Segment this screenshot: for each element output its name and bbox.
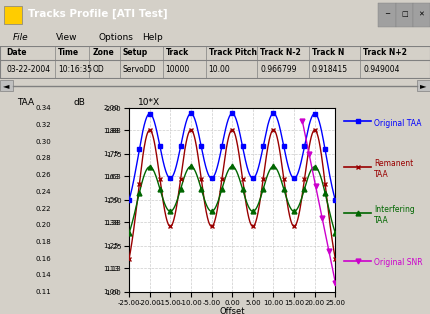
- Text: dB: dB: [73, 98, 85, 106]
- Text: 0.32: 0.32: [36, 122, 51, 128]
- Text: 1.13: 1.13: [103, 266, 119, 272]
- Text: TAA: TAA: [17, 98, 34, 106]
- X-axis label: Offset: Offset: [219, 307, 245, 314]
- Text: 0.16: 0.16: [35, 256, 51, 262]
- Text: Remanent
TAA: Remanent TAA: [374, 159, 413, 179]
- Bar: [4, 6, 22, 24]
- Text: ─: ─: [385, 11, 389, 17]
- Text: □: □: [401, 11, 408, 17]
- Text: Date: Date: [6, 48, 27, 57]
- Text: 03-22-2004: 03-22-2004: [6, 65, 51, 74]
- Bar: [396, 3, 413, 27]
- Text: Track N: Track N: [312, 48, 344, 57]
- Text: 0.24: 0.24: [36, 189, 51, 195]
- Text: 0.11: 0.11: [35, 289, 51, 295]
- Text: 0.18: 0.18: [35, 239, 51, 245]
- Bar: [378, 3, 396, 27]
- Text: 1.00: 1.00: [103, 289, 119, 295]
- Text: Options: Options: [99, 33, 134, 42]
- Text: 1.50: 1.50: [103, 197, 119, 203]
- Text: 0.30: 0.30: [35, 139, 51, 145]
- Text: 0.26: 0.26: [36, 172, 51, 178]
- Text: 2.00: 2.00: [103, 105, 119, 111]
- Bar: [0, 80, 13, 91]
- Text: 0.28: 0.28: [36, 155, 51, 161]
- Text: ◄: ◄: [3, 81, 10, 90]
- Text: Tracks Profile [ATI Test]: Tracks Profile [ATI Test]: [28, 9, 168, 19]
- Text: Interfering
TAA: Interfering TAA: [374, 205, 415, 225]
- Text: Track N+2: Track N+2: [363, 48, 407, 57]
- Text: Time: Time: [58, 48, 79, 57]
- Text: 10:16:35: 10:16:35: [58, 65, 92, 74]
- Text: ►: ►: [420, 81, 427, 90]
- Text: 1.25: 1.25: [103, 243, 119, 249]
- Text: 1.75: 1.75: [103, 151, 119, 157]
- Text: Track Pitch: Track Pitch: [209, 48, 257, 57]
- Text: Track N-2: Track N-2: [260, 48, 301, 57]
- Text: Zone: Zone: [92, 48, 114, 57]
- Text: 0.918415: 0.918415: [312, 65, 348, 74]
- Text: Original SNR: Original SNR: [374, 258, 423, 267]
- Bar: [417, 80, 430, 91]
- Text: File: File: [13, 33, 28, 42]
- Text: Original TAA: Original TAA: [374, 118, 421, 127]
- Text: 1.88: 1.88: [103, 128, 119, 134]
- Text: OD: OD: [92, 65, 104, 74]
- Text: 0.966799: 0.966799: [260, 65, 297, 74]
- Text: Help: Help: [142, 33, 163, 42]
- Text: Setup: Setup: [123, 48, 148, 57]
- Text: 10.00: 10.00: [209, 65, 230, 74]
- Text: 1.63: 1.63: [103, 174, 119, 180]
- Text: Track: Track: [166, 48, 189, 57]
- Text: 0.20: 0.20: [36, 222, 51, 228]
- Text: ServoDD: ServoDD: [123, 65, 156, 74]
- Text: 0.34: 0.34: [36, 105, 51, 111]
- Bar: [413, 3, 430, 27]
- Text: ✕: ✕: [418, 11, 424, 17]
- Text: 0.22: 0.22: [36, 206, 51, 212]
- Text: 10000: 10000: [166, 65, 190, 74]
- Text: 0.14: 0.14: [36, 272, 51, 278]
- Text: View: View: [56, 33, 77, 42]
- Text: 0.949004: 0.949004: [363, 65, 400, 74]
- Text: 1.38: 1.38: [103, 220, 119, 226]
- Text: 10*X: 10*X: [138, 98, 160, 106]
